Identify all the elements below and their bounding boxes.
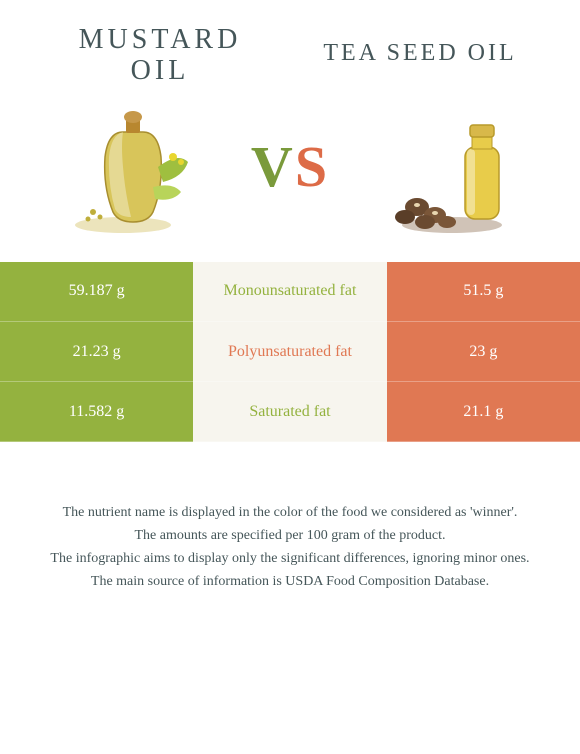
title-left-line2: OIL	[30, 56, 290, 87]
left-value: 59.187 g	[0, 262, 193, 322]
footnote-line: The main source of information is USDA F…	[35, 571, 545, 592]
footnote-line: The amounts are specified per 100 gram o…	[35, 525, 545, 546]
right-value: 21.1 g	[387, 382, 580, 442]
vs-v: V	[251, 134, 295, 199]
left-value: 21.23 g	[0, 322, 193, 382]
right-value: 23 g	[387, 322, 580, 382]
vs-row: VS	[0, 92, 580, 262]
vs-s: S	[295, 134, 329, 199]
left-value: 11.582 g	[0, 382, 193, 442]
nutrient-label: Monounsaturated fat	[193, 262, 387, 322]
table-row: 21.23 gPolyunsaturated fat23 g	[0, 322, 580, 382]
table-row: 59.187 gMonounsaturated fat51.5 g	[0, 262, 580, 322]
comparison-table: 59.187 gMonounsaturated fat51.5 g21.23 g…	[0, 262, 580, 443]
nutrient-label: Saturated fat	[193, 382, 387, 442]
title-left-line1: MUSTARD	[30, 25, 290, 56]
header: MUSTARD OIL TEA SEED OIL	[0, 0, 580, 97]
title-right: TEA SEED OIL	[290, 20, 550, 67]
right-image	[339, 92, 555, 242]
nutrient-label: Polyunsaturated fat	[193, 322, 387, 382]
footnote-line: The infographic aims to display only the…	[35, 548, 545, 569]
table-row: 11.582 gSaturated fat21.1 g	[0, 382, 580, 442]
right-value: 51.5 g	[387, 262, 580, 322]
footnotes: The nutrient name is displayed in the co…	[0, 442, 580, 614]
vs-label: VS	[241, 133, 339, 200]
footnote-line: The nutrient name is displayed in the co…	[35, 502, 545, 523]
left-image	[25, 92, 241, 242]
title-left: MUSTARD OIL	[30, 20, 290, 87]
